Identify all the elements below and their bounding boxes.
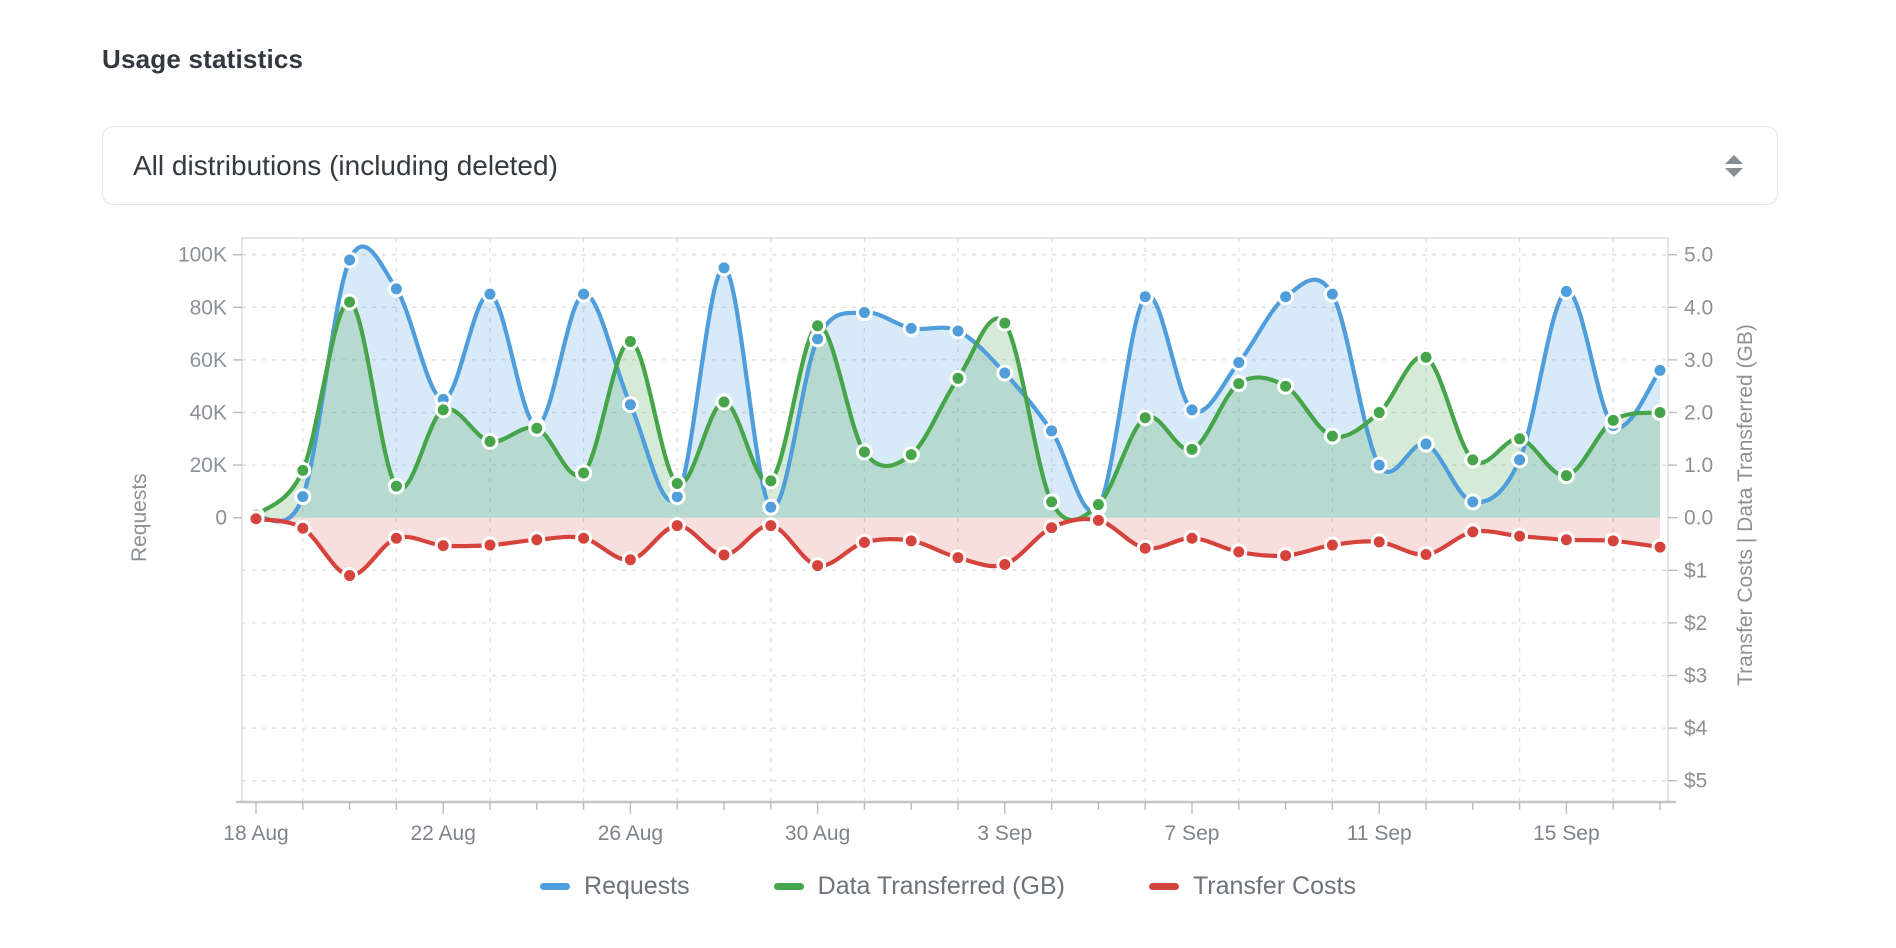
legend-label-transfer-costs: Transfer Costs: [1192, 872, 1356, 900]
svg-text:Transfer Costs | Data Transfer: Transfer Costs | Data Transferred (GB): [1734, 324, 1757, 686]
legend-label-data-transferred: Data Transferred (GB): [817, 872, 1065, 900]
svg-text:Requests: Requests: [128, 473, 151, 562]
svg-text:$2: $2: [1684, 612, 1707, 635]
svg-text:30 Aug: 30 Aug: [785, 822, 850, 845]
svg-text:1.0: 1.0: [1684, 454, 1713, 477]
svg-text:$5: $5: [1684, 770, 1707, 793]
svg-text:5.0: 5.0: [1684, 244, 1713, 267]
legend-item-transfer-costs: Transfer Costs: [1148, 872, 1356, 901]
svg-text:20K: 20K: [190, 454, 227, 477]
svg-text:26 Aug: 26 Aug: [598, 822, 663, 845]
svg-text:4.0: 4.0: [1684, 296, 1713, 319]
svg-text:40K: 40K: [190, 402, 227, 425]
legend-swatch-requests-icon: [540, 883, 571, 890]
svg-text:22 Aug: 22 Aug: [410, 822, 475, 845]
svg-text:15 Sep: 15 Sep: [1533, 822, 1600, 845]
page-title: Usage statistics: [102, 44, 304, 74]
svg-text:60K: 60K: [190, 349, 227, 372]
svg-text:18 Aug: 18 Aug: [223, 822, 288, 845]
svg-text:100K: 100K: [178, 244, 227, 267]
legend-label-requests: Requests: [584, 872, 690, 900]
legend-swatch-transfer-costs-icon: [1148, 883, 1179, 890]
svg-text:2.0: 2.0: [1684, 402, 1713, 425]
svg-text:0.0: 0.0: [1684, 507, 1713, 530]
chart-legend: Requests Data Transferred (GB) Transfer …: [0, 872, 1896, 901]
svg-text:7 Sep: 7 Sep: [1165, 822, 1220, 845]
legend-swatch-data-transferred-icon: [773, 883, 804, 890]
legend-item-data-transferred: Data Transferred (GB): [773, 872, 1065, 901]
svg-text:3.0: 3.0: [1684, 349, 1713, 372]
svg-text:0: 0: [215, 507, 227, 530]
legend-item-requests: Requests: [540, 872, 690, 901]
svg-text:$3: $3: [1684, 665, 1707, 688]
distribution-select[interactable]: All distributions (including deleted): [102, 126, 1778, 205]
svg-text:3 Sep: 3 Sep: [977, 822, 1032, 845]
distribution-select-value: All distributions (including deleted): [133, 149, 558, 181]
svg-text:80K: 80K: [190, 296, 227, 319]
svg-text:$4: $4: [1684, 717, 1708, 740]
select-chevron-icon: [1725, 154, 1743, 177]
svg-text:11 Sep: 11 Sep: [1347, 822, 1412, 845]
svg-text:$1: $1: [1684, 559, 1707, 582]
